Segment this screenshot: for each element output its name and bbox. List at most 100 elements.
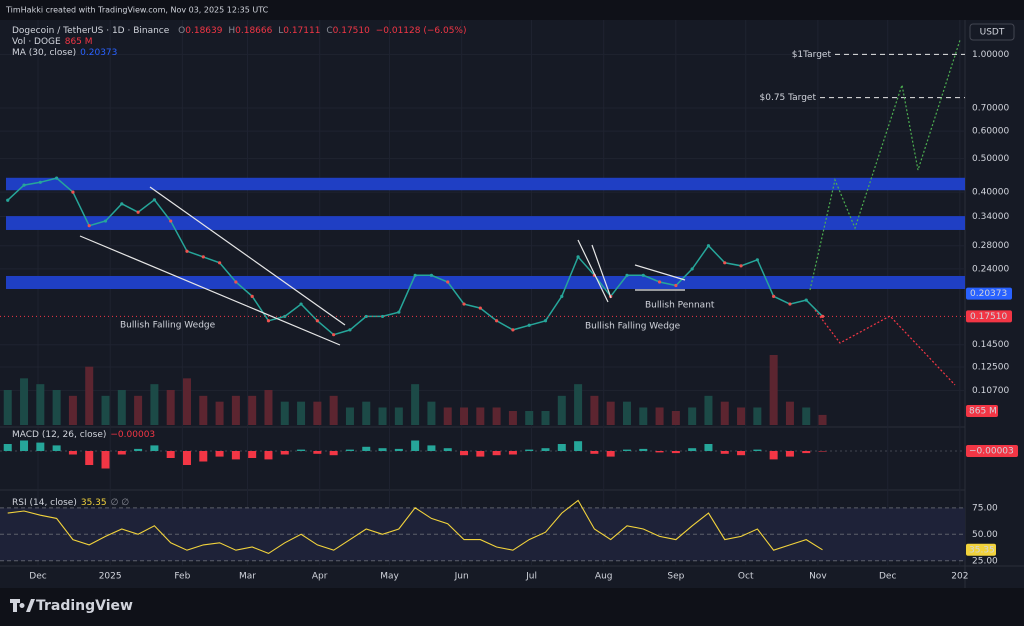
price-point	[755, 258, 759, 262]
bear-projection	[814, 309, 956, 386]
wedge-line	[591, 244, 612, 299]
x-tick-label: 202	[951, 572, 968, 582]
price-point	[299, 302, 303, 306]
price-point	[723, 261, 727, 265]
macd-bar	[476, 451, 485, 457]
price-point	[169, 219, 173, 223]
macd-bar	[199, 451, 208, 462]
volume-bar	[443, 407, 452, 425]
price-point	[657, 280, 662, 284]
ohlc-value: 0.17510	[333, 26, 370, 36]
rsi-tick-label: 50.00	[972, 530, 998, 540]
macd-bar	[3, 444, 12, 451]
volume-bar	[525, 411, 534, 425]
rsi-band	[0, 507, 965, 561]
logo-mark	[10, 599, 35, 612]
macd-line: MACD (12, 26, close) −0.00003	[12, 430, 155, 440]
price-point	[152, 198, 156, 202]
macd-bar	[785, 451, 794, 457]
volume-bar	[345, 407, 354, 425]
volume-bar	[231, 395, 240, 425]
volume-bar	[688, 407, 697, 425]
annotation: Bullish Falling Wedge	[585, 322, 681, 332]
volume-line: Vol · DOGE 865 M	[12, 37, 93, 47]
price-point	[6, 198, 10, 202]
volume-bar	[20, 378, 29, 425]
macd-pane	[0, 440, 965, 469]
x-tick-label: Feb	[174, 572, 190, 582]
macd-bar	[671, 451, 680, 454]
price-point	[462, 302, 466, 306]
footer-bar	[0, 588, 1024, 626]
price-point	[397, 310, 401, 314]
x-tick-label: Aug	[595, 572, 613, 582]
price-point	[511, 328, 515, 332]
macd-bar	[574, 441, 583, 451]
macd-bar	[182, 451, 191, 465]
volume-bar	[280, 401, 289, 425]
rsi-badge-label: 35.35	[969, 545, 995, 555]
volume-bar	[3, 390, 12, 425]
volume-bar	[508, 411, 517, 425]
macd-bar	[655, 451, 664, 453]
price-point	[804, 298, 808, 302]
volume-bar	[476, 407, 485, 425]
macd-bar	[737, 451, 746, 456]
price-point	[185, 249, 189, 253]
zones	[6, 177, 965, 290]
macd-bar	[117, 451, 126, 455]
macd-bar	[411, 440, 420, 451]
price-point	[576, 255, 580, 259]
volume-bar	[574, 384, 583, 425]
volume-bar	[818, 414, 827, 425]
y-tick-label: 1.00000	[972, 50, 1009, 60]
price-point	[315, 319, 319, 323]
price-point	[103, 219, 108, 223]
macd-bar	[394, 448, 403, 451]
price-point	[772, 294, 776, 298]
bull-projection	[809, 39, 961, 291]
currency-button[interactable]	[969, 23, 1015, 41]
macd-bar	[688, 448, 697, 451]
volume-badge-label: 865 M	[969, 407, 997, 417]
currency[interactable]: USDT	[980, 28, 1005, 38]
macd-bar	[52, 445, 61, 451]
macd-bar	[101, 451, 110, 469]
volume-bar	[150, 384, 159, 425]
volume-bar	[606, 401, 615, 425]
macd-bar	[85, 451, 94, 465]
price-badge	[966, 287, 1012, 300]
rsi-label: RSI (14, close)	[12, 498, 77, 508]
price-point	[120, 202, 124, 206]
macd-bar	[525, 449, 534, 451]
y-tick-label: 0.14500	[972, 340, 1009, 350]
macd-bar	[639, 448, 648, 451]
price-point	[478, 306, 482, 310]
ohlc-key: O	[178, 26, 185, 36]
macd-bar	[134, 448, 143, 451]
x-tick-label: Oct	[738, 572, 754, 582]
macd-bar	[443, 448, 452, 451]
rsi-line	[7, 499, 823, 555]
price-point	[820, 314, 825, 318]
macd-bar	[704, 444, 713, 451]
volume-bar	[802, 407, 811, 425]
volume-bar	[182, 378, 191, 425]
price-point	[527, 323, 531, 327]
macd-bar	[150, 445, 159, 451]
x-tick-label: Jun	[454, 572, 469, 582]
macd-bar	[264, 451, 273, 460]
price-point	[217, 261, 222, 265]
price-point	[739, 264, 743, 268]
macd-bar	[36, 442, 45, 451]
rsi-line: RSI (14, close) 35.35 ∅ ∅	[12, 498, 129, 508]
price-badge-label: 0.17510	[970, 312, 1007, 322]
macd-bar	[590, 451, 599, 454]
volume-bar	[297, 401, 306, 425]
volume-bar	[199, 395, 208, 425]
macd-bar	[68, 451, 77, 455]
price-point	[87, 224, 91, 228]
volume-bar	[492, 407, 501, 425]
macd-bar	[313, 451, 322, 454]
